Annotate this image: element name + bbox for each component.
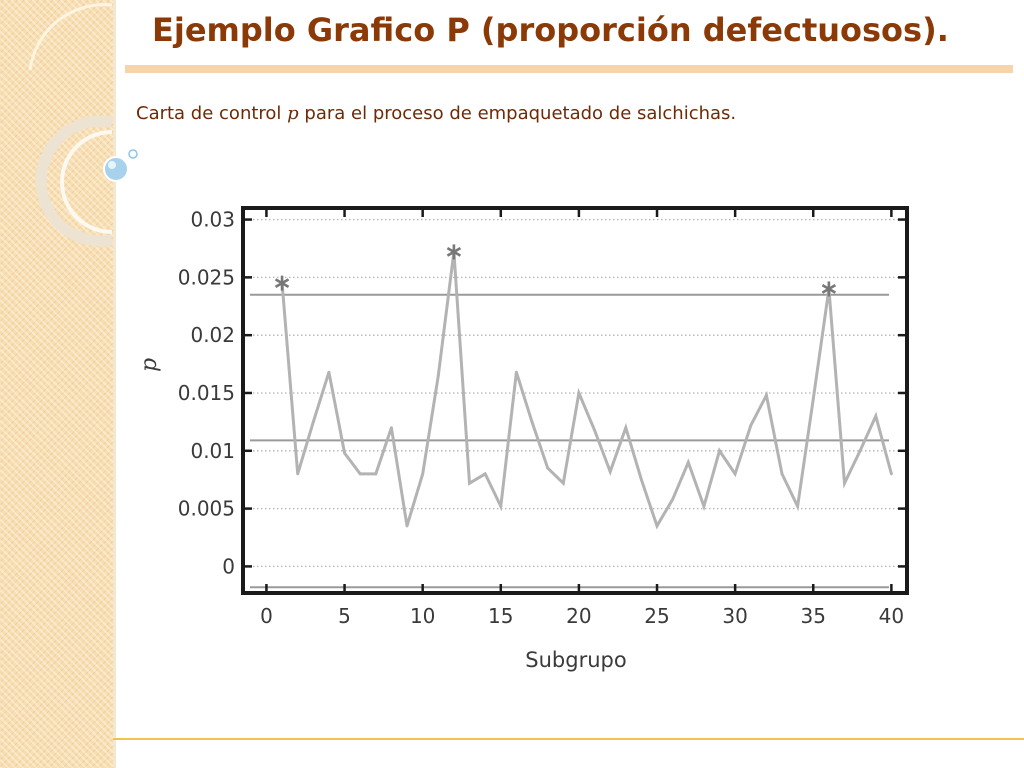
decorative-rings xyxy=(28,3,138,247)
x-tick-label: 20 xyxy=(566,604,591,628)
data-point xyxy=(858,449,862,453)
data-point xyxy=(390,426,393,430)
data-point xyxy=(593,428,596,432)
data-point xyxy=(702,504,706,508)
out-of-control-marker xyxy=(821,281,837,297)
data-point xyxy=(843,481,846,485)
x-tick-label: 35 xyxy=(801,604,826,628)
side-decor-edge xyxy=(113,0,116,768)
data-point xyxy=(796,504,800,508)
subtitle-text-end: para el proceso de empaquetado de salchi… xyxy=(298,103,737,124)
slide-title: Ejemplo Grafico P (proporción defectuoso… xyxy=(152,11,949,49)
y-tick-label: 0.03 xyxy=(190,208,235,232)
y-tick-label: 0.015 xyxy=(178,381,235,405)
x-tick-label: 5 xyxy=(338,604,351,628)
data-point xyxy=(780,472,784,476)
plot-frame xyxy=(241,206,909,595)
y-tick-labels: 0 0.005 0.01 0.015 0.02 0.025 0.03 xyxy=(178,208,235,579)
data-point xyxy=(718,449,721,453)
data-point xyxy=(577,391,581,395)
data-point xyxy=(343,451,346,455)
data-point xyxy=(515,370,518,374)
x-tick-labels: 0 5 10 15 20 25 30 35 40 xyxy=(260,604,904,628)
subtitle-variable: p xyxy=(287,103,299,124)
data-point xyxy=(374,472,378,476)
data-point xyxy=(483,472,487,476)
data-point xyxy=(421,472,425,476)
data-point xyxy=(436,374,440,378)
y-axis-title: p xyxy=(137,358,162,372)
data-point xyxy=(764,393,768,397)
y-tick-label: 0 xyxy=(222,554,235,578)
data-point xyxy=(561,481,565,485)
data-point xyxy=(546,466,550,470)
data-point xyxy=(889,472,893,476)
data-point xyxy=(499,504,503,508)
data-point xyxy=(640,478,643,482)
data-point xyxy=(468,481,471,485)
series-p-proportion xyxy=(280,250,893,530)
x-tick-label: 15 xyxy=(488,604,513,628)
data-point xyxy=(811,397,815,401)
data-point xyxy=(749,423,753,427)
data-point xyxy=(358,472,362,476)
data-point xyxy=(608,470,612,474)
side-decor-panel xyxy=(0,0,113,768)
data-point xyxy=(655,524,659,528)
y-tick-label: 0.005 xyxy=(178,497,235,521)
data-point xyxy=(733,472,737,476)
data-point xyxy=(686,460,690,464)
data-point xyxy=(530,420,534,424)
data-point xyxy=(671,497,675,501)
x-tick-label: 25 xyxy=(644,604,669,628)
data-point xyxy=(405,524,409,528)
data-point xyxy=(296,472,300,476)
slide-subtitle: Carta de control p para el proceso de em… xyxy=(136,103,736,124)
out-of-control-marker xyxy=(274,275,290,291)
y-tick-label: 0.02 xyxy=(190,323,235,347)
data-point xyxy=(624,426,628,430)
out-of-control-marker xyxy=(446,244,462,260)
out-of-control-markers xyxy=(274,244,837,297)
data-point xyxy=(874,414,878,418)
axis-ticks xyxy=(243,208,907,593)
x-tick-label: 0 xyxy=(260,604,273,628)
subtitle-text-start: Carta de control xyxy=(136,103,288,124)
x-axis-title: Subgrupo xyxy=(525,648,626,672)
y-tick-label: 0.01 xyxy=(190,439,235,463)
x-tick-label: 40 xyxy=(879,604,904,628)
title-underline xyxy=(125,65,1013,73)
data-point xyxy=(311,420,315,424)
x-tick-label: 30 xyxy=(722,604,747,628)
y-tick-label: 0.025 xyxy=(178,265,235,289)
footer-rule xyxy=(113,738,1024,740)
grid-lines xyxy=(245,218,905,568)
x-tick-label: 10 xyxy=(410,604,435,628)
data-point xyxy=(327,370,331,374)
series-line xyxy=(280,251,893,530)
p-control-chart: 0 0.005 0.01 0.015 0.02 0.025 0.03 0 5 10 15 20 25 3… xyxy=(137,206,909,672)
